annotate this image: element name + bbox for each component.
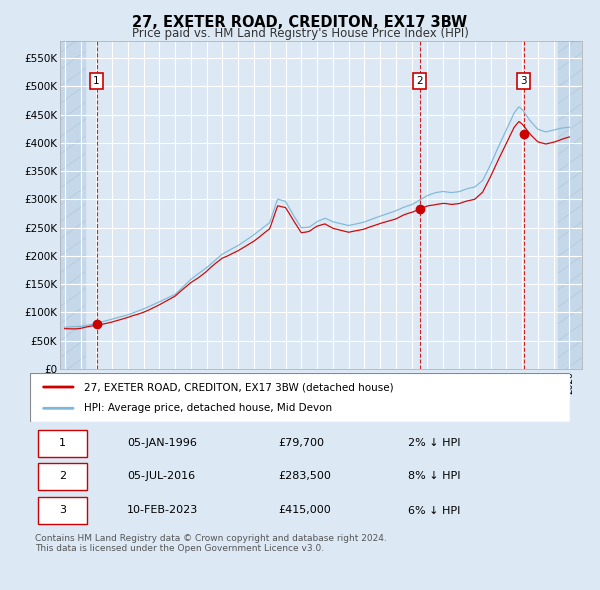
Text: Price paid vs. HM Land Registry's House Price Index (HPI): Price paid vs. HM Land Registry's House … [131,27,469,40]
Text: HPI: Average price, detached house, Mid Devon: HPI: Average price, detached house, Mid … [84,404,332,414]
Text: 2: 2 [59,471,66,481]
Text: 2% ↓ HPI: 2% ↓ HPI [408,438,461,448]
Bar [38,497,87,524]
Text: 10-FEB-2023: 10-FEB-2023 [127,506,199,516]
Bar [38,430,87,457]
Bar [60,41,85,369]
Text: Contains HM Land Registry data © Crown copyright and database right 2024.
This d: Contains HM Land Registry data © Crown c… [35,533,387,553]
Text: 27, EXETER ROAD, CREDITON, EX17 3BW: 27, EXETER ROAD, CREDITON, EX17 3BW [133,15,467,30]
Text: 8% ↓ HPI: 8% ↓ HPI [408,471,461,481]
Text: £283,500: £283,500 [278,471,331,481]
Text: 3: 3 [59,506,66,516]
Text: £415,000: £415,000 [278,506,331,516]
Text: 6% ↓ HPI: 6% ↓ HPI [408,506,460,516]
Bar [38,463,87,490]
Text: 27, EXETER ROAD, CREDITON, EX17 3BW (detached house): 27, EXETER ROAD, CREDITON, EX17 3BW (det… [84,382,394,392]
Text: 1: 1 [59,438,66,448]
Text: 2: 2 [416,76,423,86]
Bar [559,41,582,369]
Text: 05-JAN-1996: 05-JAN-1996 [127,438,197,448]
Text: £79,700: £79,700 [278,438,325,448]
Text: 3: 3 [520,76,527,86]
Text: 1: 1 [93,76,100,86]
Text: 05-JUL-2016: 05-JUL-2016 [127,471,196,481]
